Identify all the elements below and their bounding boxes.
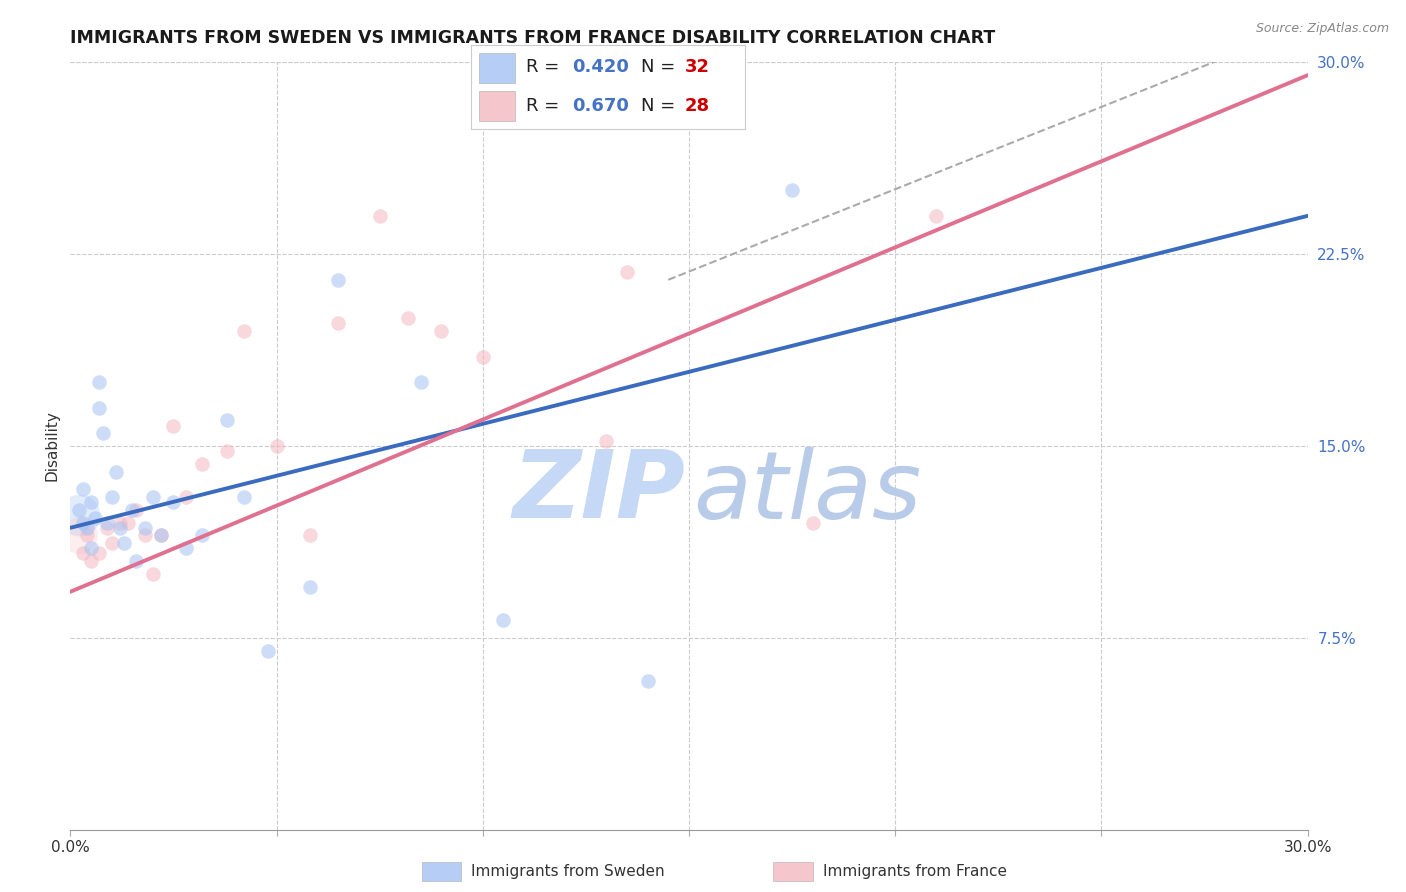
Point (134, 528, 156, 542)
Point (117, 516, 139, 530)
Point (637, 674, 659, 689)
Point (162, 495, 184, 509)
Point (215, 413, 238, 427)
Point (174, 541, 197, 556)
Point (108, 516, 131, 530)
Point (215, 444, 238, 458)
Point (142, 566, 165, 581)
Point (112, 536, 135, 550)
Point (80, 554, 103, 568)
Bar (479, 54, 515, 83)
Text: 32: 32 (685, 59, 710, 77)
Point (72, 516, 94, 530)
Text: 0.670: 0.670 (572, 96, 630, 114)
Text: Immigrants from Sweden: Immigrants from Sweden (471, 864, 665, 879)
Point (191, 457, 214, 471)
Point (142, 490, 165, 504)
Point (174, 490, 197, 504)
Point (125, 503, 148, 517)
Point (162, 418, 184, 433)
Text: N =: N = (641, 59, 681, 77)
Y-axis label: Disability: Disability (44, 410, 59, 482)
Point (125, 554, 148, 568)
Point (76, 521, 98, 535)
Point (266, 439, 288, 453)
Point (191, 528, 214, 542)
Text: atlas: atlas (693, 447, 921, 538)
Text: ZIP: ZIP (512, 446, 685, 538)
Point (76, 528, 98, 542)
Text: IMMIGRANTS FROM SWEDEN VS IMMIGRANTS FROM FRANCE DISABILITY CORRELATION CHART: IMMIGRANTS FROM SWEDEN VS IMMIGRANTS FRO… (70, 29, 995, 47)
Point (780, 183, 803, 197)
Point (104, 465, 127, 479)
Point (80, 495, 103, 509)
Point (96, 521, 118, 535)
Text: 28: 28 (685, 96, 710, 114)
Point (257, 643, 280, 657)
Point (595, 434, 617, 448)
Point (328, 273, 350, 287)
Point (368, 209, 391, 223)
Point (89, 546, 111, 560)
Point (67, 528, 90, 542)
Point (100, 490, 122, 504)
Point (150, 528, 173, 542)
Point (492, 613, 515, 627)
Point (471, 350, 494, 364)
Point (134, 521, 156, 535)
Text: Immigrants from France: Immigrants from France (823, 864, 1007, 879)
Point (298, 580, 321, 594)
Point (328, 316, 350, 330)
Point (91, 426, 114, 441)
Text: N =: N = (641, 96, 681, 114)
Point (409, 375, 432, 389)
Point (150, 528, 173, 542)
Point (298, 528, 321, 542)
Point (67, 508, 90, 522)
Point (925, 209, 948, 223)
Text: 0.420: 0.420 (572, 59, 630, 77)
Text: Source: ZipAtlas.com: Source: ZipAtlas.com (1256, 22, 1389, 36)
Text: R =: R = (526, 59, 565, 77)
Point (801, 516, 824, 530)
Point (398, 311, 420, 326)
Point (96, 516, 118, 530)
Point (72, 483, 94, 497)
Point (67, 503, 90, 517)
Point (72, 546, 94, 560)
Point (89, 401, 111, 415)
Point (616, 265, 638, 279)
Point (232, 490, 254, 504)
Point (232, 324, 254, 338)
Point (89, 375, 111, 389)
Point (121, 503, 143, 517)
Point (430, 324, 453, 338)
Point (80, 541, 103, 556)
Point (108, 521, 131, 535)
Bar (479, 91, 515, 120)
Point (100, 536, 122, 550)
Text: R =: R = (526, 96, 565, 114)
Point (84, 510, 107, 524)
